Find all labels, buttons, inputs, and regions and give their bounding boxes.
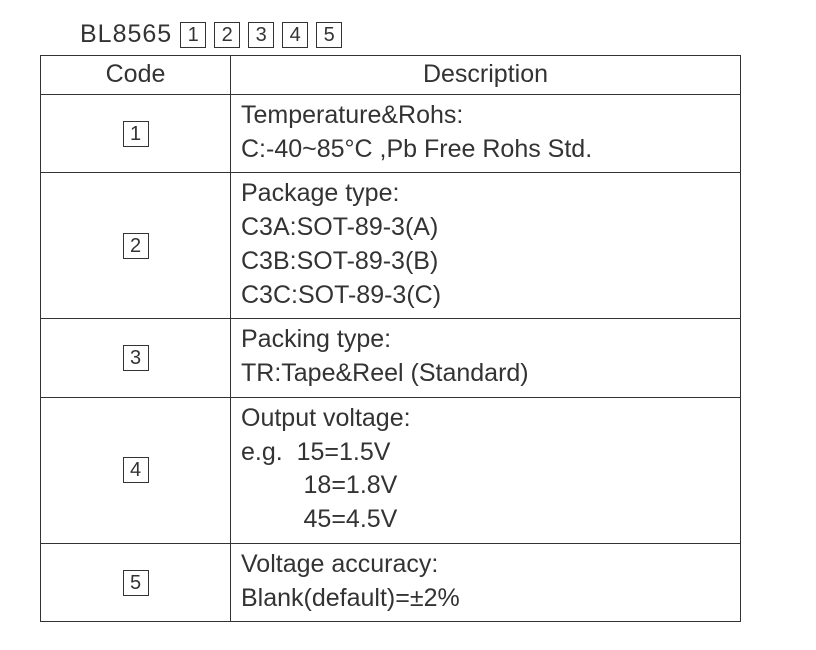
table-row: 2 Package type: C3A:SOT-89-3(A) C3B:SOT-… (41, 173, 741, 319)
desc-line: Voltage accuracy: (241, 548, 730, 582)
table-row: 5 Voltage accuracy: Blank(default)=±2% (41, 543, 741, 622)
desc-cell: Packing type: TR:Tape&Reel (Standard) (231, 319, 741, 398)
code-cell: 5 (41, 543, 231, 622)
desc-line: C3B:SOT-89-3(B) (241, 245, 730, 279)
desc-line: Output voltage: (241, 402, 730, 436)
desc-line: C3A:SOT-89-3(A) (241, 211, 730, 245)
header-digit-2: 2 (214, 22, 240, 48)
col-header-description: Description (231, 56, 741, 95)
desc-line: C:-40~85°C ,Pb Free Rohs Std. (241, 133, 730, 167)
header-digit-3: 3 (248, 22, 274, 48)
desc-line: Packing type: (241, 323, 730, 357)
code-box: 3 (123, 345, 149, 371)
desc-cell: Voltage accuracy: Blank(default)=±2% (231, 543, 741, 622)
desc-line: Package type: (241, 177, 730, 211)
desc-line: e.g. 15=1.5V (241, 436, 730, 470)
desc-cell: Output voltage: e.g. 15=1.5V 18=1.8V 45=… (231, 397, 741, 543)
code-box: 2 (123, 233, 149, 259)
desc-line: TR:Tape&Reel (Standard) (241, 357, 730, 391)
col-header-code: Code (41, 56, 231, 95)
desc-line: Temperature&Rohs: (241, 99, 730, 133)
code-cell: 4 (41, 397, 231, 543)
code-cell: 1 (41, 94, 231, 173)
table-row: 3 Packing type: TR:Tape&Reel (Standard) (41, 319, 741, 398)
desc-cell: Package type: C3A:SOT-89-3(A) C3B:SOT-89… (231, 173, 741, 319)
desc-line: Blank(default)=±2% (241, 582, 730, 616)
desc-line: 45=4.5V (241, 503, 730, 537)
desc-line: 18=1.8V (241, 469, 730, 503)
desc-line: C3C:SOT-89-3(C) (241, 279, 730, 313)
table-row: 4 Output voltage: e.g. 15=1.5V 18=1.8V 4… (41, 397, 741, 543)
header-digit-4: 4 (282, 22, 308, 48)
table-header-row: Code Description (41, 56, 741, 95)
code-cell: 2 (41, 173, 231, 319)
desc-cell: Temperature&Rohs: C:-40~85°C ,Pb Free Ro… (231, 94, 741, 173)
ordering-code-header: BL8565 1 2 3 4 5 (80, 20, 776, 49)
part-number: BL8565 (80, 20, 172, 49)
code-box: 5 (123, 570, 149, 596)
code-box: 1 (123, 121, 149, 147)
header-digit-5: 5 (316, 22, 342, 48)
code-box: 4 (123, 457, 149, 483)
header-digit-1: 1 (180, 22, 206, 48)
code-cell: 3 (41, 319, 231, 398)
table-row: 1 Temperature&Rohs: C:-40~85°C ,Pb Free … (41, 94, 741, 173)
ordering-code-table: Code Description 1 Temperature&Rohs: C:-… (40, 55, 741, 622)
